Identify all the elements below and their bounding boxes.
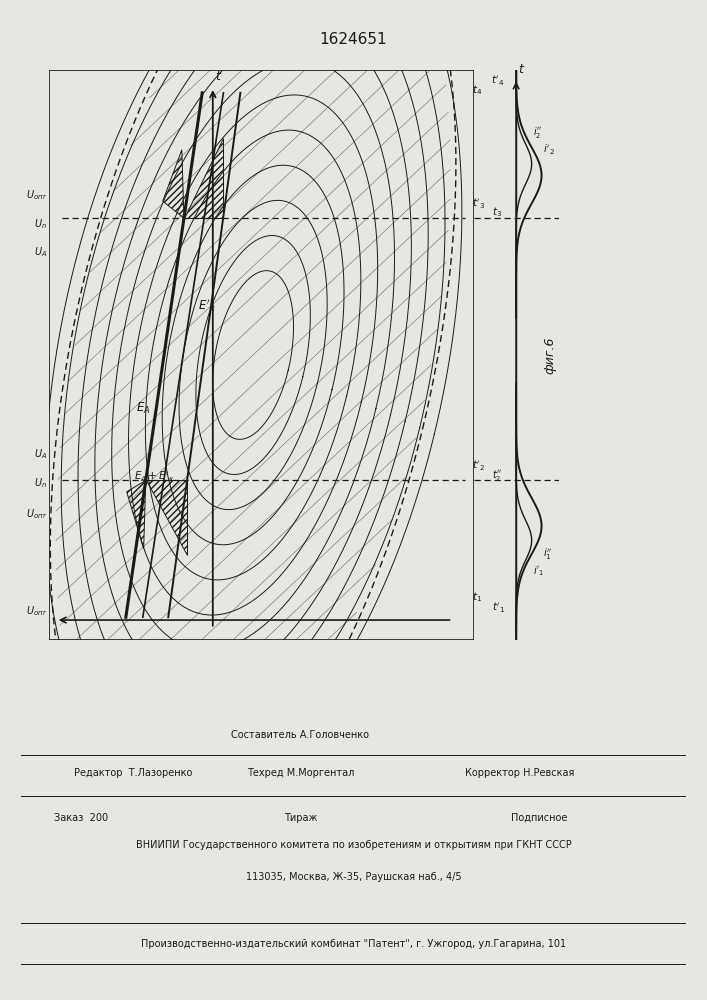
Text: Заказ  200: Заказ 200	[54, 813, 109, 823]
Text: $t'_1$: $t'_1$	[492, 601, 506, 615]
Text: Тираж: Тираж	[284, 813, 317, 823]
Text: $E_A$: $E_A$	[136, 401, 151, 416]
Text: $t_1$: $t_1$	[472, 590, 482, 604]
Text: Производственно-издательский комбинат "Патент", г. Ужгород, ул.Гагарина, 101: Производственно-издательский комбинат "П…	[141, 939, 566, 949]
Text: $t$: $t$	[518, 63, 525, 76]
Text: $i^{\prime\prime}_1$: $i^{\prime\prime}_1$	[543, 547, 553, 562]
Text: $i'_2$: $i'_2$	[543, 143, 555, 157]
Text: $U_n$: $U_n$	[35, 217, 47, 231]
Text: $U_n$: $U_n$	[35, 476, 47, 490]
Text: $E_A+E'_к$: $E_A+E'_к$	[134, 470, 175, 484]
Text: ВНИИПИ Государственного комитета по изобретениям и открытиям при ГКНТ СССР: ВНИИПИ Государственного комитета по изоб…	[136, 840, 571, 850]
Text: $U_A$: $U_A$	[34, 245, 47, 259]
Text: фиг.6: фиг.6	[544, 336, 556, 374]
Text: $t_4$: $t_4$	[472, 83, 483, 97]
Text: $i^{\prime\prime}_2$: $i^{\prime\prime}_2$	[533, 125, 542, 140]
Text: $t'_3$: $t'_3$	[472, 196, 486, 211]
Text: $U_{опт}$: $U_{опт}$	[25, 188, 47, 202]
Text: $U_{опт}$: $U_{опт}$	[25, 507, 47, 521]
Text: $i'_1$: $i'_1$	[533, 565, 544, 578]
Text: 1624651: 1624651	[320, 32, 387, 47]
Text: Редактор  Т.Лазоренко: Редактор Т.Лазоренко	[74, 768, 193, 778]
Text: 113035, Москва, Ж-35, Раушская наб., 4/5: 113035, Москва, Ж-35, Раушская наб., 4/5	[246, 872, 461, 882]
Text: $U_A$: $U_A$	[34, 448, 47, 461]
Text: $t$: $t$	[215, 70, 222, 83]
Text: Подписное: Подписное	[511, 813, 568, 823]
Text: $t'_2$: $t'_2$	[472, 459, 486, 473]
Text: Корректор Н.Ревская: Корректор Н.Ревская	[465, 768, 574, 778]
Text: $t'_4$: $t'_4$	[491, 74, 504, 88]
Text: Техред М.Моргентал: Техред М.Моргентал	[247, 768, 354, 778]
Text: $U_{опт}$: $U_{опт}$	[25, 604, 47, 618]
Text: Составитель А.Головченко: Составитель А.Головченко	[231, 730, 369, 740]
Text: $t_3$: $t_3$	[492, 205, 502, 219]
Text: $t^{\prime\prime}_2$: $t^{\prime\prime}_2$	[492, 468, 502, 483]
Text: $E'_к$: $E'_к$	[198, 297, 216, 314]
